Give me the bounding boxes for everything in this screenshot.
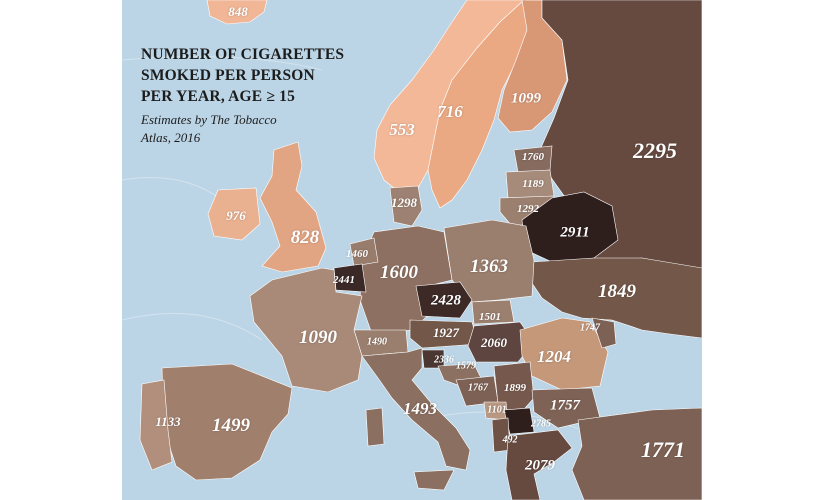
label-portugal: 1133	[155, 414, 181, 429]
label-estonia: 1760	[522, 151, 544, 163]
label-switzerland: 1490	[367, 336, 387, 348]
label-iceland: 848	[228, 4, 248, 19]
label-slovenia: 2336	[434, 354, 454, 366]
label-macedonia: 2785	[531, 418, 551, 430]
label-russia: 2295	[633, 138, 677, 163]
country-united-kingdom	[259, 141, 327, 273]
country-austria	[409, 319, 479, 349]
label-sweden: 716	[437, 102, 463, 121]
label-albania: 492	[502, 434, 518, 446]
country-portugal	[139, 379, 173, 471]
label-united-kingdom: 828	[290, 227, 320, 248]
label-germany: 1600	[380, 262, 418, 283]
label-bosnia: 1767	[468, 382, 488, 394]
subtitle-line-1: Estimates by The Tobacco	[141, 112, 277, 127]
country-hungary	[467, 321, 535, 363]
subtitle-line-2: Atlas, 2016	[141, 130, 201, 145]
label-denmark: 1298	[391, 195, 417, 210]
label-czechia: 2428	[431, 292, 461, 309]
label-spain: 1499	[212, 415, 250, 436]
country-slovakia	[471, 299, 515, 325]
country-italy	[361, 347, 471, 471]
label-poland: 1363	[470, 256, 508, 277]
europe-map	[122, 0, 702, 500]
label-belarus: 2911	[560, 224, 590, 241]
label-ukraine: 1849	[598, 281, 636, 302]
label-france: 1090	[299, 327, 337, 348]
label-croatia: 1579	[456, 360, 476, 372]
label-turkey: 1771	[641, 437, 685, 462]
map-subtitle: Estimates by The Tobacco Atlas, 2016	[141, 111, 277, 147]
label-bulgaria: 1757	[550, 397, 580, 414]
label-greece: 2079	[525, 457, 555, 474]
island-sicily	[413, 469, 455, 491]
country-ireland	[207, 187, 261, 241]
country-spain	[161, 363, 293, 481]
island-sardinia	[365, 407, 385, 447]
country-iceland	[206, 0, 268, 25]
label-montenegro: 1101	[487, 404, 507, 416]
label-serbia: 1899	[504, 382, 526, 394]
country-netherlands	[349, 237, 379, 267]
title-line-2: SMOKED PER PERSON	[141, 67, 315, 84]
label-slovakia: 1501	[479, 311, 501, 323]
label-lithuania: 1292	[517, 203, 539, 215]
label-moldova: 1747	[580, 322, 600, 334]
label-italy: 1493	[403, 399, 437, 418]
label-norway: 553	[389, 120, 415, 139]
label-hungary: 2060	[481, 335, 507, 350]
country-turkey	[571, 407, 702, 500]
map-title: NUMBER OF CIGARETTES SMOKED PER PERSON P…	[141, 44, 344, 107]
country-ukraine	[529, 257, 702, 339]
country-belarus	[521, 191, 619, 263]
country-denmark	[389, 185, 423, 227]
label-finland: 1099	[511, 90, 541, 107]
label-latvia: 1189	[522, 178, 544, 190]
title-line-3: PER YEAR, AGE ≥ 15	[141, 88, 296, 105]
label-netherlands: 1460	[346, 248, 368, 260]
label-romania: 1204	[537, 347, 571, 366]
label-belgium: 2441	[333, 274, 355, 286]
title-line-1: NUMBER OF CIGARETTES	[141, 46, 345, 63]
country-greece	[505, 429, 573, 500]
label-austria: 1927	[433, 325, 459, 340]
label-ireland: 976	[226, 208, 246, 223]
country-france	[249, 267, 363, 393]
country-czechia	[415, 281, 473, 319]
country-moldova	[591, 317, 617, 349]
